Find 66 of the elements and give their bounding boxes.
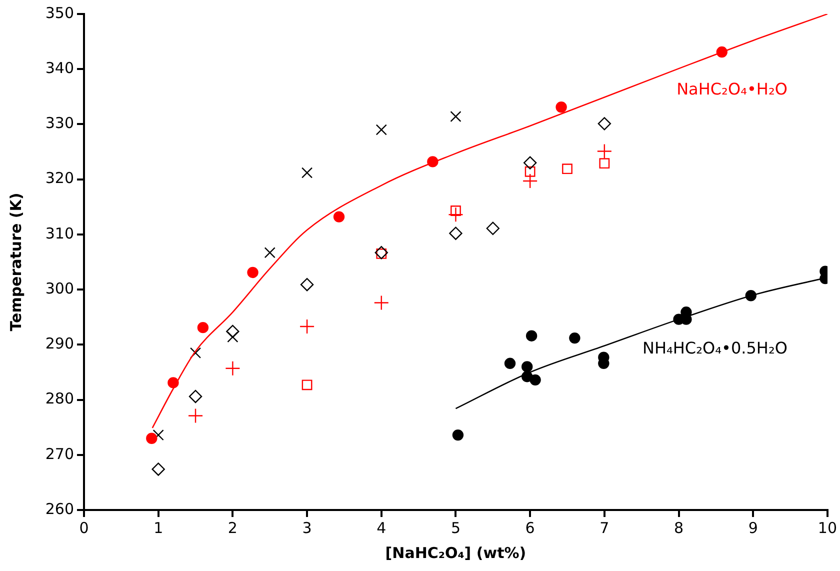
point <box>522 361 533 372</box>
point <box>299 318 315 334</box>
point <box>300 278 314 292</box>
point <box>556 102 567 113</box>
point <box>599 158 610 169</box>
point <box>225 360 240 376</box>
point <box>530 374 541 386</box>
y-tick-label: 280 <box>45 390 74 408</box>
x-tick-label: 3 <box>302 518 312 537</box>
x-tick-label: 6 <box>525 518 535 537</box>
point <box>452 429 464 441</box>
x-tick-label: 5 <box>450 518 460 537</box>
point <box>526 330 538 342</box>
point <box>226 324 240 338</box>
point <box>188 408 204 424</box>
point <box>302 380 312 390</box>
y-tick-label: 270 <box>45 444 74 463</box>
point <box>522 173 538 189</box>
x-tick-label: 1 <box>154 518 164 537</box>
y-tick-label: 260 <box>45 500 74 518</box>
point <box>197 322 209 334</box>
point <box>264 247 276 258</box>
x-tick-label: 4 <box>376 518 386 537</box>
point <box>152 462 165 476</box>
point <box>374 246 388 260</box>
point <box>333 211 345 222</box>
x-tick-label: 8 <box>674 518 684 537</box>
point <box>376 248 387 259</box>
point <box>450 110 462 122</box>
point <box>449 226 462 240</box>
x-tick-label: 10 <box>818 518 838 537</box>
y-tick-label: 330 <box>45 114 74 132</box>
y-axis-title: Temperature (K) <box>6 192 25 332</box>
point <box>374 295 389 310</box>
series-label: NaHC₂O₄•H₂O <box>676 80 788 99</box>
x-tick-label: 0 <box>79 518 89 537</box>
point <box>376 124 387 136</box>
point <box>301 167 313 178</box>
x-tick-label: 9 <box>748 518 758 537</box>
y-tick-label: 340 <box>45 59 74 77</box>
point <box>190 347 202 358</box>
line-series <box>152 14 828 429</box>
point <box>486 222 500 235</box>
y-tick-label: 300 <box>45 279 74 298</box>
point <box>562 164 572 174</box>
point <box>598 117 612 130</box>
point <box>227 331 238 342</box>
y-tick-label: 310 <box>45 224 74 242</box>
point <box>247 266 258 278</box>
point <box>188 390 202 404</box>
y-tick-label: 320 <box>45 169 74 188</box>
y-tick-label: 350 <box>45 4 74 22</box>
x-tick-label: 7 <box>600 518 610 537</box>
y-tick-label: 290 <box>45 334 74 353</box>
point <box>450 206 461 216</box>
point <box>569 332 580 344</box>
point <box>152 430 164 441</box>
series-label: NH₄HC₂O₄•0.5H₂O <box>642 338 788 358</box>
x-tick-label: 2 <box>228 518 238 537</box>
point <box>524 166 536 177</box>
point <box>523 156 537 170</box>
x-axis-title: [NaHC₂O₄] (wt%) <box>385 544 526 562</box>
point <box>504 358 516 370</box>
point <box>146 432 158 444</box>
point <box>448 207 464 222</box>
point <box>596 144 612 159</box>
